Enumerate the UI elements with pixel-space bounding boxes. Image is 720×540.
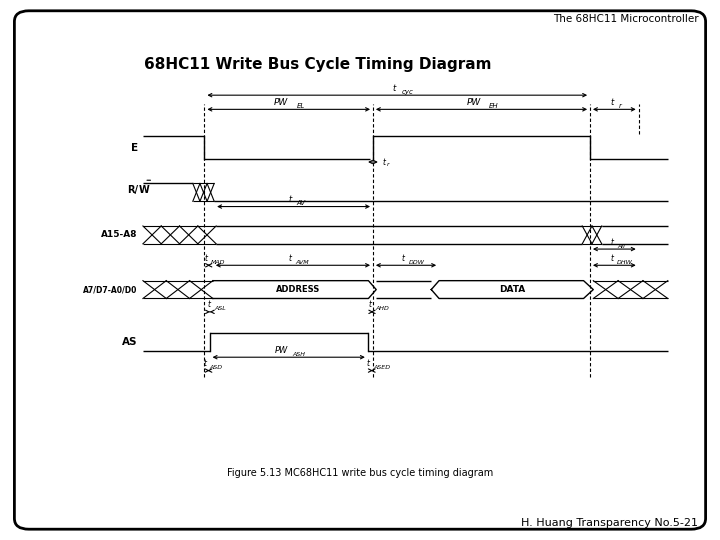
Text: cyc: cyc <box>402 89 414 95</box>
Text: EH: EH <box>490 103 499 109</box>
Text: EL: EL <box>297 103 305 109</box>
Text: t: t <box>208 300 211 309</box>
Text: The 68HC11 Microcontroller: The 68HC11 Microcontroller <box>553 14 698 24</box>
Text: t: t <box>369 300 372 309</box>
Text: ASED: ASED <box>373 365 390 370</box>
Text: t: t <box>382 158 385 167</box>
Text: MAD: MAD <box>211 260 226 265</box>
Text: H. Huang Transparency No.5-21: H. Huang Transparency No.5-21 <box>521 518 698 528</box>
Text: ADDRESS: ADDRESS <box>276 285 320 294</box>
Text: t: t <box>392 84 396 93</box>
Text: t: t <box>204 359 207 368</box>
Text: ASH: ASH <box>292 352 305 357</box>
Text: r: r <box>619 103 622 109</box>
Text: t: t <box>611 254 613 263</box>
Text: r: r <box>387 162 390 167</box>
Text: ASL: ASL <box>215 306 226 312</box>
Text: A7/D7-A0/D0: A7/D7-A0/D0 <box>84 285 138 294</box>
Text: t: t <box>611 98 614 107</box>
Text: Figure 5.13 MC68HC11 write bus cycle timing diagram: Figure 5.13 MC68HC11 write bus cycle tim… <box>227 468 493 478</box>
Text: W: W <box>138 185 149 195</box>
Text: DATA: DATA <box>499 285 526 294</box>
Text: t: t <box>611 238 613 247</box>
Text: E: E <box>130 143 138 153</box>
Text: A15-A8: A15-A8 <box>102 231 138 239</box>
Text: AHD: AHD <box>375 306 389 312</box>
Text: t: t <box>289 195 292 204</box>
Text: AVM: AVM <box>295 260 309 265</box>
Text: t: t <box>289 254 292 263</box>
Text: DHW: DHW <box>617 260 633 265</box>
Text: 68HC11 Write Bus Cycle Timing Diagram: 68HC11 Write Bus Cycle Timing Diagram <box>144 57 492 72</box>
Text: PW: PW <box>467 98 481 107</box>
Text: t: t <box>204 254 207 263</box>
Text: DDW: DDW <box>409 260 425 265</box>
Text: PW: PW <box>274 98 288 107</box>
Text: ASD: ASD <box>210 365 222 370</box>
Text: t: t <box>402 254 405 263</box>
Text: PW: PW <box>274 346 287 355</box>
Text: AS: AS <box>122 337 138 347</box>
Text: t: t <box>366 359 369 368</box>
Text: AII: AII <box>617 244 625 248</box>
Text: R/: R/ <box>127 185 138 195</box>
Text: AV: AV <box>297 200 306 206</box>
